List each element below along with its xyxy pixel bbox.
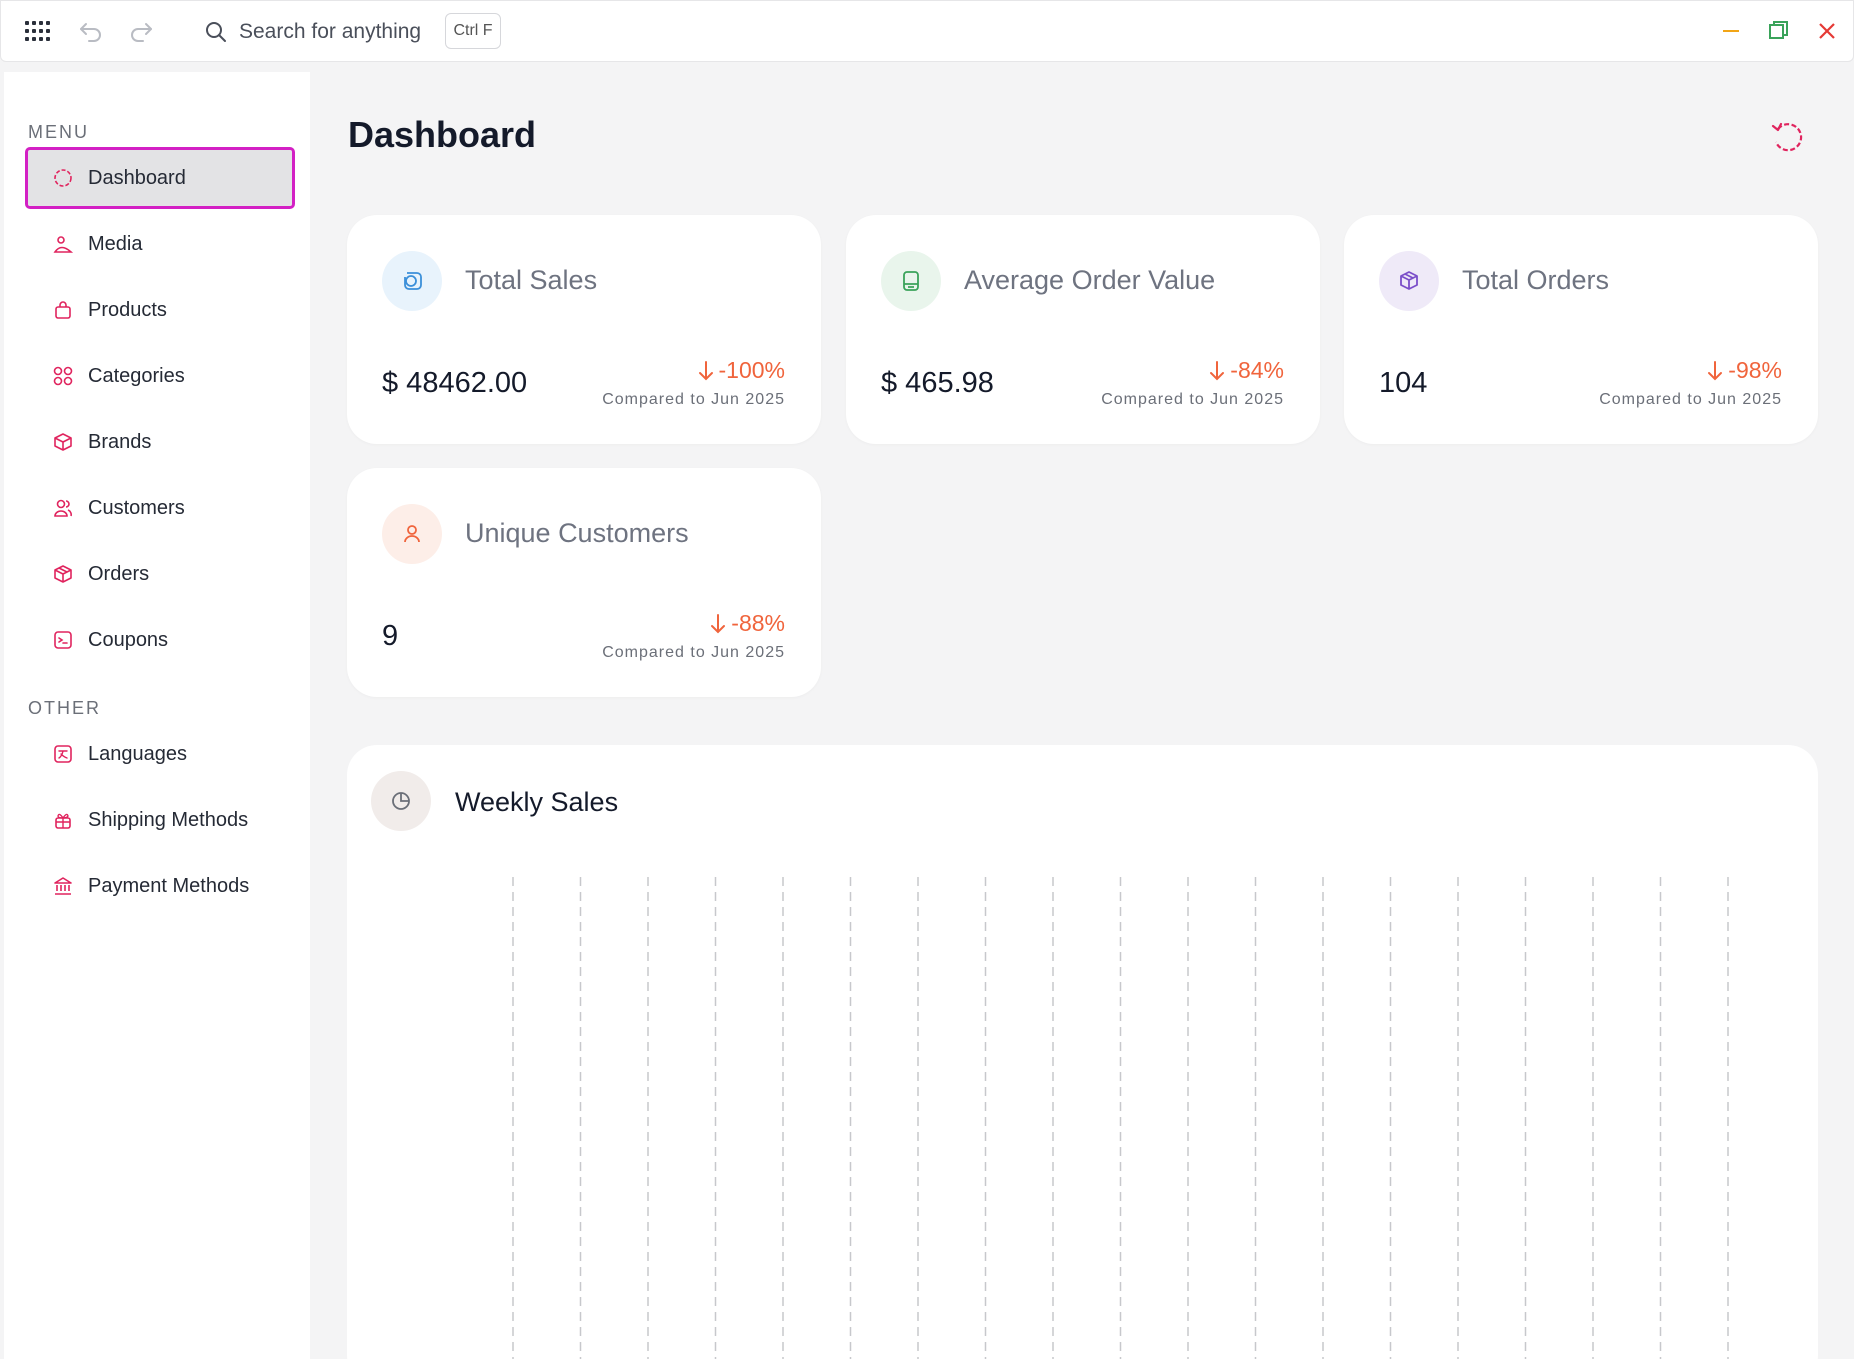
arrow-down-icon bbox=[698, 360, 713, 380]
translate-icon bbox=[52, 743, 74, 765]
sidebar-item-brands[interactable]: Brands bbox=[28, 414, 292, 470]
sidebar-item-languages[interactable]: Languages bbox=[28, 726, 292, 782]
sidebar-item-dashboard[interactable]: Dashboard bbox=[25, 147, 295, 209]
sidebar-item-products[interactable]: Products bbox=[28, 282, 292, 338]
card-change: -84% bbox=[1208, 357, 1284, 384]
chart-title: Weekly Sales bbox=[455, 787, 619, 817]
sidebar-item-label: Payment Methods bbox=[88, 874, 250, 897]
arrow-down-icon bbox=[711, 613, 726, 633]
package-icon bbox=[1379, 251, 1439, 311]
card-compare: Compared to Jun 2025 bbox=[1101, 391, 1284, 408]
sidebar-item-shipping-methods[interactable]: Shipping Methods bbox=[28, 792, 292, 848]
sidebar-item-customers[interactable]: Customers bbox=[28, 480, 292, 536]
stat-card-unique-customers: Unique Customers 9 -88% Compared to Jun … bbox=[347, 468, 821, 697]
stat-card-average-order-value: Average Order Value $ 465.98 -84% Compar… bbox=[846, 215, 1320, 444]
weekly-sales-chart bbox=[512, 877, 1729, 1359]
stat-card-total-sales: Total Sales $ 48462.00 -100% Compared to… bbox=[347, 215, 821, 444]
sidebar-item-label: Dashboard bbox=[88, 166, 186, 189]
sidebar-item-categories[interactable]: Categories bbox=[28, 348, 292, 404]
users-icon bbox=[52, 497, 74, 519]
receipt-icon bbox=[881, 251, 941, 311]
grid-icon bbox=[52, 365, 74, 387]
card-title: Average Order Value bbox=[964, 265, 1216, 295]
undo-icon[interactable] bbox=[77, 17, 105, 45]
ticket-icon bbox=[52, 629, 74, 651]
box-icon bbox=[52, 431, 74, 453]
card-value: 104 bbox=[1379, 367, 1428, 399]
sidebar-item-label: Media bbox=[88, 232, 143, 255]
card-change: -88% bbox=[709, 610, 785, 637]
user-icon bbox=[382, 504, 442, 564]
images-icon bbox=[52, 233, 74, 255]
arrow-down-icon bbox=[1210, 360, 1225, 380]
circle-dashed-icon bbox=[52, 167, 74, 189]
card-change-value: -98% bbox=[1728, 357, 1782, 383]
card-value: 9 bbox=[382, 620, 399, 652]
pie-chart-icon bbox=[371, 771, 431, 831]
stat-card-total-orders: Total Orders 104 -98% Compared to Jun 20… bbox=[1344, 215, 1818, 444]
package-icon bbox=[52, 563, 74, 585]
card-change-value: -88% bbox=[731, 610, 785, 636]
card-change: -98% bbox=[1706, 357, 1782, 384]
title-bar: Search for anything Ctrl F bbox=[0, 0, 1854, 62]
sidebar-item-label: Categories bbox=[88, 364, 185, 387]
sidebar-item-label: Customers bbox=[88, 496, 185, 519]
coins-icon bbox=[382, 251, 442, 311]
search-shortcut-badge: Ctrl F bbox=[445, 13, 501, 49]
card-compare: Compared to Jun 2025 bbox=[602, 644, 785, 661]
sidebar-item-label: Coupons bbox=[88, 628, 169, 651]
redo-icon[interactable] bbox=[127, 17, 155, 45]
search-icon bbox=[206, 22, 226, 42]
sidebar-item-payment-methods[interactable]: Payment Methods bbox=[28, 858, 292, 914]
minimize-icon[interactable] bbox=[1719, 17, 1743, 45]
sidebar-item-label: Orders bbox=[88, 562, 150, 585]
card-change-value: -84% bbox=[1230, 357, 1284, 383]
card-change-value: -100% bbox=[718, 357, 785, 383]
sidebar-item-media[interactable]: Media bbox=[28, 216, 292, 272]
search-placeholder: Search for anything bbox=[239, 20, 422, 43]
page-title: Dashboard bbox=[348, 114, 537, 155]
refresh-icon[interactable] bbox=[1770, 120, 1806, 156]
sidebar-item-orders[interactable]: Orders bbox=[28, 546, 292, 602]
sidebar-item-coupons[interactable]: Coupons bbox=[28, 612, 292, 668]
sidebar: MENU Dashboard Media Products Categories… bbox=[4, 72, 310, 1359]
apps-grid-icon[interactable] bbox=[25, 21, 50, 43]
close-icon[interactable] bbox=[1815, 17, 1839, 45]
sidebar-item-label: Brands bbox=[88, 430, 152, 453]
maximize-icon[interactable] bbox=[1767, 17, 1791, 45]
card-title: Unique Customers bbox=[465, 518, 689, 548]
weekly-sales-card: Weekly Sales bbox=[347, 745, 1818, 1359]
shopping-bag-icon bbox=[52, 299, 74, 321]
card-title: Total Orders bbox=[1462, 265, 1610, 295]
menu-section-label: MENU bbox=[28, 122, 89, 142]
card-compare: Compared to Jun 2025 bbox=[602, 391, 785, 408]
sidebar-item-label: Products bbox=[88, 298, 167, 321]
card-value: $ 465.98 bbox=[881, 367, 994, 399]
card-title: Total Sales bbox=[465, 265, 598, 295]
sidebar-item-label: Shipping Methods bbox=[88, 808, 249, 831]
card-change: -100% bbox=[697, 357, 785, 384]
gift-icon bbox=[52, 809, 74, 831]
arrow-down-icon bbox=[1708, 360, 1723, 380]
card-value: $ 48462.00 bbox=[382, 367, 528, 399]
search-bar[interactable]: Search for anything bbox=[203, 15, 421, 49]
other-section-label: OTHER bbox=[28, 698, 101, 718]
bank-icon bbox=[52, 875, 74, 897]
sidebar-item-label: Languages bbox=[88, 742, 187, 765]
card-compare: Compared to Jun 2025 bbox=[1599, 391, 1782, 408]
